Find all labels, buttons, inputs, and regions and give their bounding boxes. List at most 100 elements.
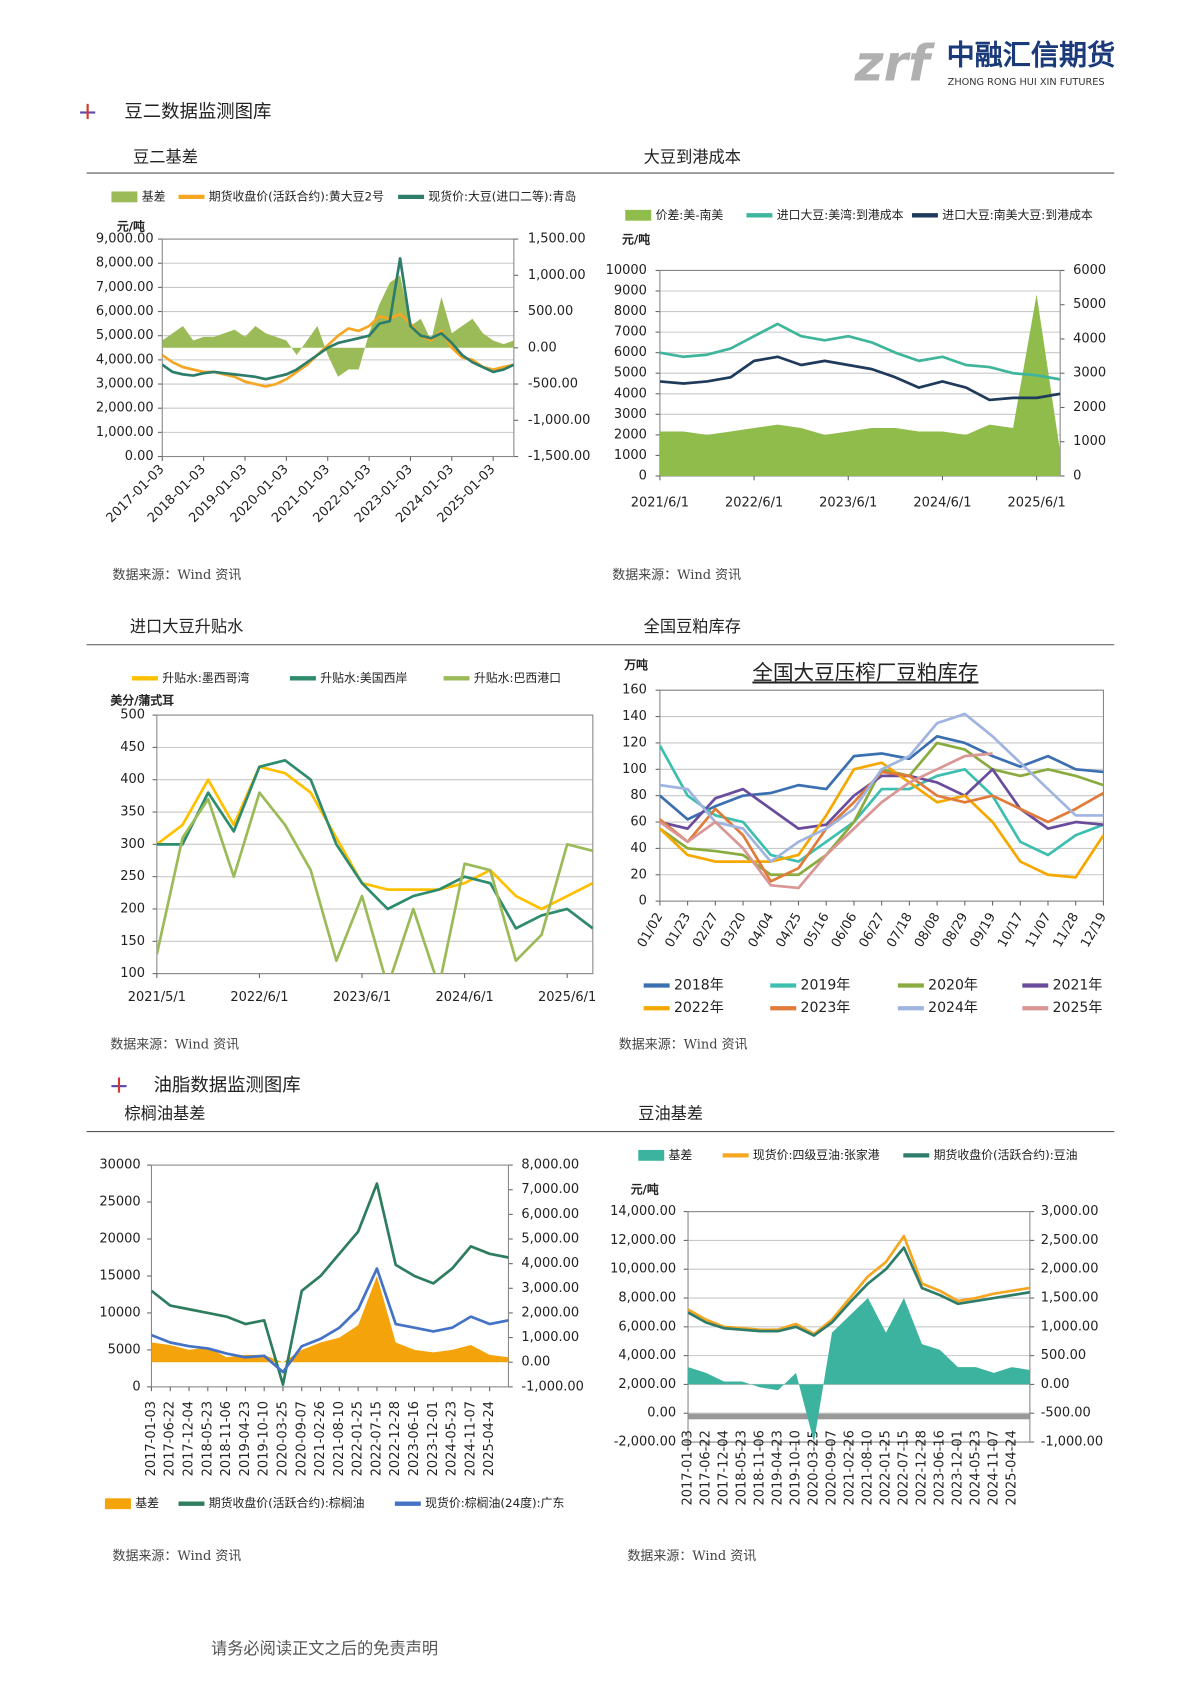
y2-tick-label: -1,000.00	[1041, 1435, 1103, 1450]
y2-tick-label: 8,000.00	[521, 1158, 579, 1173]
legend-label: 价差:美-南美	[656, 208, 724, 222]
x-tick-label: 2022-07-15	[369, 1401, 384, 1476]
y-tick-label: 450	[120, 740, 145, 755]
footer: 请务必阅读正文之后的免责声明	[211, 1639, 438, 1658]
y-tick-label: 9,000.00	[96, 232, 154, 247]
y-tick-label: 120	[622, 735, 647, 750]
x-tick-label: 02/27	[690, 910, 722, 950]
y-tick-label: 100	[622, 762, 647, 777]
y2-tick-label: 1,000.00	[528, 268, 586, 283]
x-tick-label: 2023/6/1	[333, 990, 391, 1005]
x-tick-label: 08/08	[912, 910, 944, 950]
x-tick-label: 2018-11-06	[219, 1401, 234, 1476]
legend-label: 升贴水:墨西哥湾	[162, 671, 249, 685]
line-series	[151, 1182, 509, 1387]
logo-cn: 中融汇信期货	[947, 38, 1116, 71]
y2-tick-label: 2,000.00	[521, 1305, 579, 1320]
legend-label: 基差	[142, 189, 166, 203]
y2-tick-label: -500.00	[1041, 1406, 1091, 1421]
y2-tick-label: 500.00	[528, 304, 573, 319]
y2-tick-label: -1,000.00	[528, 413, 590, 428]
y-tick-label: 8,000.00	[96, 256, 154, 271]
x-tick-label: 2021/6/1	[631, 496, 689, 511]
line-series	[659, 734, 1104, 821]
y2-tick-label: 2000	[1073, 400, 1106, 415]
line-series	[156, 765, 593, 911]
x-tick-label: 2022-01-25	[351, 1401, 366, 1476]
x-tick-label: 06/06	[829, 910, 861, 950]
y2-tick-label: 6,000.00	[521, 1207, 579, 1222]
y-tick-label: 9000	[614, 284, 647, 299]
plot-frame	[150, 1164, 509, 1388]
y2-tick-label: 500.00	[1041, 1348, 1086, 1363]
section-icon	[111, 1077, 127, 1093]
x-tick-label: 2023-06-16	[407, 1401, 422, 1476]
axis-unit: 万吨	[623, 658, 648, 672]
x-tick-label: 2023-12-01	[950, 1430, 965, 1505]
y-tick-label: 6000	[614, 345, 647, 360]
y-tick-label: 500	[120, 708, 145, 723]
area-series	[162, 275, 514, 377]
x-tick-label: 2024-05-23	[968, 1430, 983, 1505]
y-tick-label: 14,000.00	[610, 1204, 676, 1219]
line-series	[162, 257, 514, 381]
y2-tick-label: 3,000.00	[521, 1281, 579, 1296]
y-tick-label: 4,000.00	[618, 1348, 676, 1363]
inner-title: 全国大豆压榨厂豆粕库存	[752, 660, 978, 684]
y-tick-label: 140	[622, 709, 647, 724]
plot-area	[688, 1234, 1030, 1443]
line-series	[659, 712, 1104, 863]
legend-label: 2021年	[1053, 978, 1103, 994]
y2-tick-label: 5000	[1073, 297, 1106, 312]
plot-area	[659, 294, 1061, 476]
line-series	[659, 355, 1061, 402]
legend-label: 基差	[135, 1496, 159, 1510]
legend-swatch	[104, 1498, 131, 1510]
logo-mark: zrf	[854, 35, 935, 93]
line-series	[688, 1246, 1030, 1337]
source-note: 数据来源：Wind 资讯	[619, 1038, 748, 1053]
x-tick-label: 2024-05-23	[445, 1401, 460, 1476]
y2-tick-label: 0.00	[1041, 1377, 1070, 1392]
legend-label: 期货收盘价(活跃合约):棕榈油	[209, 1496, 365, 1510]
axis-unit: 元/吨	[622, 233, 650, 247]
y-tick-label: 20	[630, 867, 647, 882]
y2-tick-label: 0.00	[521, 1355, 550, 1370]
y-tick-label: 6,000.00	[96, 304, 154, 319]
y-tick-label: 80	[630, 788, 647, 803]
x-tick-label: 04/04	[746, 910, 778, 950]
y2-tick-label: 0.00	[528, 340, 557, 355]
y-tick-label: 0	[639, 468, 647, 483]
x-tick-label: 2019-10-10	[257, 1401, 272, 1476]
y-tick-label: 4,000.00	[96, 352, 154, 367]
y-tick-label: 8,000.00	[618, 1291, 676, 1306]
plot-area	[156, 758, 593, 974]
y2-tick-label: 5,000.00	[521, 1232, 579, 1247]
x-tick-label: 2022/6/1	[725, 496, 783, 511]
x-tick-label: 11/28	[1051, 910, 1083, 950]
y-tick-label: 5000	[108, 1342, 141, 1357]
y-tick-label: 12,000.00	[610, 1233, 676, 1248]
source-note: 数据来源：Wind 资讯	[110, 1038, 239, 1053]
y2-tick-label: 1,500.00	[1041, 1291, 1099, 1306]
y-tick-label: 300	[120, 837, 145, 852]
x-tick-label: 2017-01-03	[144, 1401, 159, 1476]
y-tick-label: 60	[630, 815, 647, 830]
y-tick-label: 160	[622, 683, 647, 698]
x-tick-label: 2018-11-06	[752, 1430, 767, 1505]
legend-label: 进口大豆:南美大豆:到港成本	[942, 208, 1093, 222]
y-tick-label: 2,000.00	[96, 401, 154, 416]
y2-tick-label: 1,000.00	[521, 1330, 579, 1345]
legend-label: 2019年	[801, 978, 851, 994]
legend-swatch	[638, 1149, 665, 1161]
line-series	[156, 791, 593, 974]
x-tick-label: 2019-04-23	[238, 1401, 253, 1476]
panel-title: 进口大豆升贴水	[130, 617, 244, 636]
x-tick-label: 01/23	[662, 910, 694, 950]
source-note: 数据来源：Wind 资讯	[612, 568, 741, 583]
x-tick-label: 2022-01-25	[878, 1430, 893, 1505]
x-tick-label: 2021-02-26	[842, 1430, 857, 1505]
legend-label: 现货价:棕榈油(24度):广东	[425, 1496, 564, 1510]
x-tick-label: 2018-05-23	[735, 1430, 750, 1505]
